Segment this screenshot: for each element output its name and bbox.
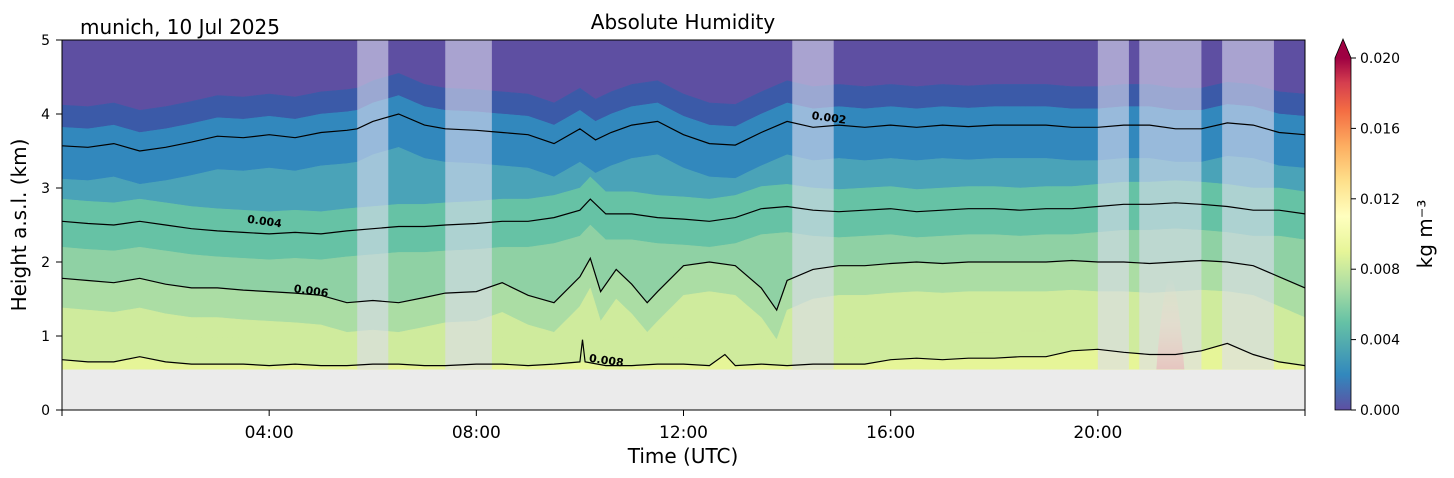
x-tick-label: 08:00 <box>452 423 501 443</box>
colorbar: 0.000 0.004 0.008 0.012 0.016 0.020 kg m⁻³ <box>1334 37 1437 419</box>
colorbar-tick-label: 0.016 <box>1360 121 1400 137</box>
contour-label-0.004: 0.004 <box>246 213 283 231</box>
y-tick-label: 4 <box>41 107 50 123</box>
colorbar-gradient <box>1335 58 1351 410</box>
x-tick-label: 12:00 <box>659 423 708 443</box>
location-date-label: munich, 10 Jul 2025 <box>80 15 280 39</box>
contour-label-0.006: 0.006 <box>293 282 330 300</box>
x-tick-label: 20:00 <box>1073 423 1122 443</box>
colorbar-tick-label: 0.012 <box>1360 192 1400 208</box>
y-tick-label: 0 <box>41 403 50 419</box>
masked-period-1 <box>445 40 492 370</box>
y-tick-label: 3 <box>41 181 50 197</box>
masked-period-2 <box>792 40 834 370</box>
contour-label-0.002: 0.002 <box>811 109 847 127</box>
masked-period-0 <box>357 40 389 370</box>
contour-line-0.006 <box>62 256 1305 312</box>
x-axis-ticks: 04:00 08:00 12:00 16:00 20:00 <box>61 410 1306 443</box>
contour-labels: 0.002 0.004 0.006 0.008 <box>246 109 847 369</box>
colorbar-tick-label: 0.004 <box>1360 333 1400 349</box>
masked-periods <box>357 40 1274 370</box>
contour-line-0.004 <box>62 198 1305 235</box>
x-tick-label: 04:00 <box>245 423 294 443</box>
contour-line-0.008 <box>62 339 1305 367</box>
contour-lines <box>62 113 1305 367</box>
y-axis-ticks: 0 1 2 3 4 5 <box>41 33 62 419</box>
x-axis-label: Time (UTC) <box>627 444 739 468</box>
y-tick-label: 2 <box>41 255 50 271</box>
colorbar-tick-label: 0.020 <box>1360 51 1400 67</box>
colorbar-extend-arrow <box>1335 39 1351 58</box>
colorbar-tick-label: 0.008 <box>1360 262 1400 278</box>
y-tick-label: 1 <box>41 329 50 345</box>
masked-period-5 <box>1222 40 1274 370</box>
y-tick-label: 5 <box>41 33 50 49</box>
contour-line-0.002 <box>62 113 1305 152</box>
colorbar-frame <box>1334 37 1352 411</box>
y-axis-label: Height a.s.l. (km) <box>7 139 31 312</box>
contour-label-0.008: 0.008 <box>588 352 624 370</box>
colorbar-tick-label: 0.000 <box>1360 403 1400 419</box>
colorbar-ticks: 0.000 0.004 0.008 0.012 0.016 0.020 <box>1351 51 1400 419</box>
colorbar-label: kg m⁻³ <box>1413 200 1437 269</box>
x-tick-label: 16:00 <box>866 423 915 443</box>
chart-title: Absolute Humidity <box>591 10 776 34</box>
